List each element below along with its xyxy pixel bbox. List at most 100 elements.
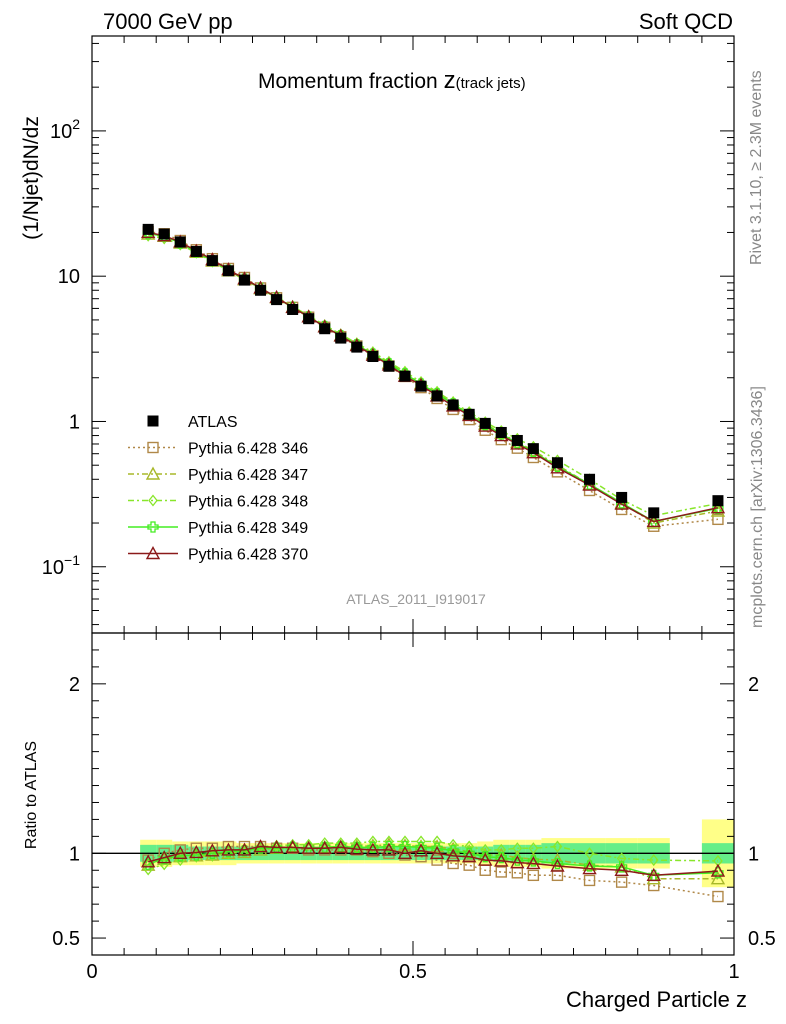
ratio-series-pythia-6-428-370-point xyxy=(253,839,268,853)
ratio-series-pythia-6-428-347-point xyxy=(550,852,565,866)
ratio-series-pythia-6-428-370-point xyxy=(429,845,445,860)
ratio-series-pythia-6-428-348-point xyxy=(143,863,154,876)
ratio-series-pythia-6-428-349-point xyxy=(383,840,395,853)
series-atlas-point xyxy=(174,236,186,248)
ratio-series-pythia-6-428-370-point xyxy=(582,861,597,875)
series-pythia-6-428-370-point xyxy=(646,514,661,528)
ratio-series-pythia-6-428-370-point xyxy=(478,852,493,866)
legend-label: ATLAS xyxy=(188,414,238,431)
ratio-series-pythia-6-428-347-point xyxy=(582,857,597,871)
ratio-series-pythia-6-428-349-point xyxy=(616,861,628,873)
ratio-series-pythia-6-428-346-point xyxy=(583,874,596,887)
ratio-series-pythia-6-428-346-point xyxy=(463,859,475,871)
main-plot-frame xyxy=(91,35,735,634)
series-atlas-point xyxy=(712,495,724,507)
y-tick-label: 10−1 xyxy=(42,552,80,579)
legend-entry-pythia-6-428-370: Pythia 6.428 370 xyxy=(128,546,308,564)
ratio-series-pythia-6-428-370-point xyxy=(237,842,252,856)
ratio-series-pythia-6-428-370-point xyxy=(445,848,461,862)
ratio-series-pythia-6-428-348-point xyxy=(552,840,563,853)
series-atlas-point xyxy=(271,294,283,306)
ratio-series-pythia-6-428-349-point xyxy=(142,858,154,870)
ratio-series-pythia-6-428-346-point xyxy=(615,876,628,888)
ratio-series-pythia-6-428-349-point xyxy=(583,860,596,872)
series-atlas-point xyxy=(142,223,154,235)
ratio-series-pythia-6-428-347-point xyxy=(646,871,661,885)
header-energy-label: 7000 GeV pp xyxy=(103,9,233,34)
ratio-series-pythia-6-428-348-point xyxy=(287,838,298,851)
series-atlas-point xyxy=(527,443,539,455)
ratio-series-pythia-6-428-370-point xyxy=(397,845,413,860)
ratio-series-pythia-6-428-346-point xyxy=(527,869,540,882)
ratio-series-pythia-6-428-370-point xyxy=(413,843,429,857)
x-axis-label: Charged Particle z xyxy=(566,987,747,1012)
legend-entry-pythia-6-428-348: Pythia 6.428 348 xyxy=(128,494,308,511)
ratio-series-pythia-6-428-347-point xyxy=(494,847,509,861)
ratio-series-pythia-6-428-370-point xyxy=(140,854,156,868)
series-atlas-point xyxy=(383,360,395,372)
ratio-series-pythia-6-428-347-point xyxy=(397,838,413,852)
ratio-series-pythia-6-428-349-point xyxy=(511,854,523,866)
ratio-series-pythia-6-428-370-point xyxy=(614,862,629,876)
ratio-series-pythia-6-428-346-point xyxy=(447,857,459,870)
ratio-series-pythia-6-428-347-point xyxy=(140,857,156,871)
ratio-series-pythia-6-428-370-point xyxy=(510,855,525,869)
main-plot-title-text: Momentum fraction xyxy=(258,70,444,93)
series-atlas-point xyxy=(415,380,427,392)
series-atlas-point xyxy=(255,284,267,296)
series-atlas-point xyxy=(367,351,379,363)
x-tick-label: 0.5 xyxy=(399,961,427,983)
series-pythia-6-428-347-point xyxy=(646,515,661,529)
series-atlas-point xyxy=(287,303,299,315)
ratio-y-axis-label: Ratio to ATLAS xyxy=(23,741,40,849)
series-pythia-6-428-370-point xyxy=(614,496,629,510)
ratio-series-pythia-6-428-370-point xyxy=(205,843,220,857)
ratio-series-pythia-6-428-349 xyxy=(142,840,724,881)
ratio-series-pythia-6-428-348-point xyxy=(271,839,282,852)
series-pythia-6-428-370-point xyxy=(710,500,726,514)
ratio-series-pythia-6-428-370-point xyxy=(301,840,316,854)
ratio-series-pythia-6-428-347-point xyxy=(710,871,726,885)
ratio-y-tick-label-right: 2 xyxy=(748,674,759,696)
y-tick-label: 10 xyxy=(58,266,80,288)
y-tick-label: 102 xyxy=(50,116,80,143)
ratio-y-tick-label-right: 1 xyxy=(748,843,759,865)
x-tick-label: 1 xyxy=(728,961,739,983)
legend-marker xyxy=(147,441,159,454)
ratio-y-tick-label-left: 2 xyxy=(69,674,80,696)
ratio-series-pythia-6-428-370-point xyxy=(189,845,204,859)
ratio-series-pythia-6-428-370-point xyxy=(333,839,348,854)
ratio-axis-tick-labels: 2 2 1 1 0.5 0.5 0 0.5 1 xyxy=(52,674,776,983)
ratio-y-tick-label-left: 1 xyxy=(69,843,80,865)
ratio-series-pythia-6-428-349-point xyxy=(367,841,379,854)
legend-label: Pythia 6.428 347 xyxy=(188,467,308,484)
ratio-series-pythia-6-428-346-point xyxy=(495,866,507,878)
main-axis-tick-labels: 102 10 1 10−1 xyxy=(42,116,80,579)
series-atlas-point xyxy=(479,417,491,429)
series-atlas-point xyxy=(447,399,459,411)
ratio-series-pythia-6-428-348-point xyxy=(512,842,523,855)
y-tick-label: 1 xyxy=(69,411,80,433)
analysis-watermark: ATLAS_2011_I919017 xyxy=(346,591,486,607)
series-atlas xyxy=(142,223,724,519)
legend-marker xyxy=(145,466,161,480)
ratio-series-pythia-6-428-348-point xyxy=(303,838,314,851)
series-atlas-point xyxy=(463,408,475,420)
ratio-series-pythia-6-428-347-point xyxy=(349,839,365,853)
series-pythia-6-428-346-point xyxy=(712,513,724,526)
series-atlas-point xyxy=(238,274,250,286)
mcplots-source-label: mcplots.cern.ch [arXiv:1306.3436] xyxy=(749,386,766,628)
ratio-series-pythia-6-428-370-point xyxy=(317,840,332,854)
ratio-series-pythia-6-428-349-point xyxy=(415,841,427,854)
series-atlas-point xyxy=(335,332,347,344)
ratio-series-pythia-6-428-370-point xyxy=(381,842,397,856)
ratio-y-tick-label-left: 0.5 xyxy=(52,928,80,950)
main-plot-title: Momentum fraction z(track jets) xyxy=(258,67,526,94)
ratio-data-layer xyxy=(92,819,734,903)
ratio-series-pythia-6-428-370-point xyxy=(526,856,541,870)
series-atlas-point xyxy=(616,491,628,503)
series-atlas-point xyxy=(206,255,218,267)
ratio-series-pythia-6-428-370-point xyxy=(365,842,381,856)
series-atlas-point xyxy=(584,473,596,485)
